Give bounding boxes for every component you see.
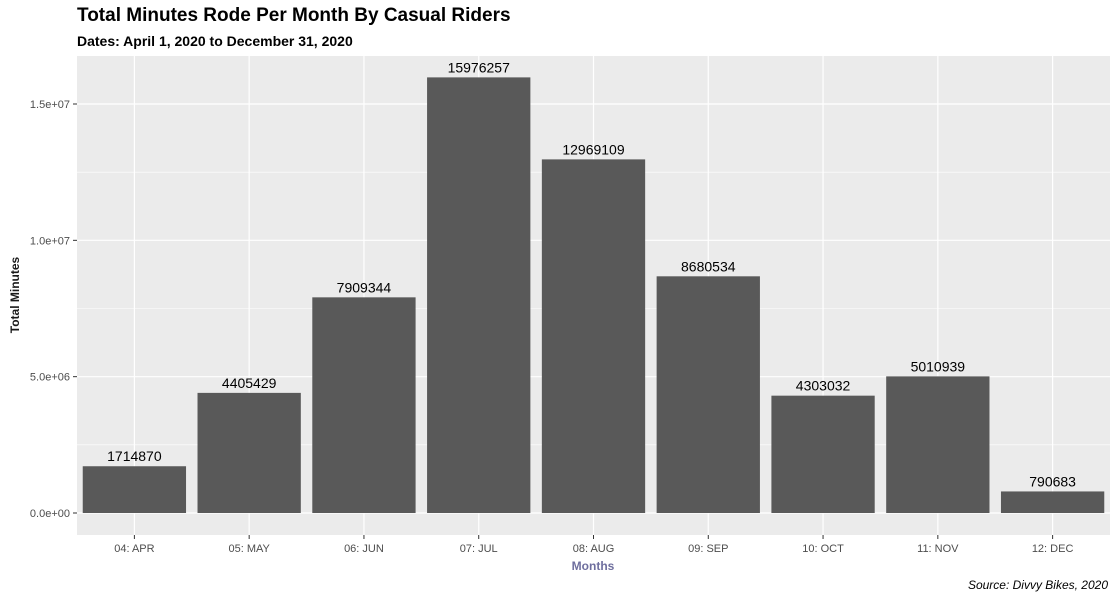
x-tick-label: 08: AUG bbox=[573, 543, 615, 555]
bar bbox=[1000, 491, 1105, 513]
bar bbox=[886, 376, 990, 513]
bar bbox=[427, 77, 531, 513]
x-tick-label: 09: SEP bbox=[688, 543, 728, 555]
x-tick-label: 11: NOV bbox=[917, 543, 959, 555]
x-tick-label: 04: APR bbox=[114, 543, 154, 555]
data-labels: 1714870 4405429 7909344 15976257 12969109 868… bbox=[107, 59, 1076, 489]
data-label: 15976257 bbox=[448, 59, 511, 75]
bar bbox=[771, 395, 875, 513]
data-label: 5010939 bbox=[911, 358, 966, 374]
data-label: 790683 bbox=[1029, 473, 1076, 489]
bar bbox=[197, 392, 301, 513]
x-tick-label: 10: OCT bbox=[802, 543, 844, 555]
data-label: 4303032 bbox=[796, 378, 851, 394]
bar bbox=[541, 159, 646, 514]
x-axis: 04: APR 05: MAY 06: JUN 07: JUL 08: AUG 09: S… bbox=[114, 535, 1073, 555]
y-tick-label: 0.0e+00 bbox=[30, 508, 70, 520]
y-tick-label: 5.0e+06 bbox=[30, 372, 70, 384]
x-axis-title: Months bbox=[572, 559, 615, 573]
x-tick-label: 06: JUN bbox=[344, 543, 384, 555]
x-tick-label: 05: MAY bbox=[228, 543, 270, 555]
x-tick-label: 12: DEC bbox=[1032, 543, 1074, 555]
data-label: 8680534 bbox=[681, 258, 736, 274]
chart-subtitle: Dates: April 1, 2020 to December 31, 202… bbox=[77, 33, 353, 49]
bar bbox=[312, 297, 416, 513]
chart-title: Total Minutes Rode Per Month By Casual R… bbox=[77, 5, 511, 26]
data-label: 1714870 bbox=[107, 448, 162, 464]
x-tick-label: 07: JUL bbox=[460, 543, 498, 555]
bars bbox=[82, 77, 1105, 514]
data-label: 12969109 bbox=[562, 141, 625, 157]
chart-caption: Source: Divvy Bikes, 2020 bbox=[967, 578, 1108, 592]
y-axis: 0.0e+00 5.0e+06 1.0e+07 1.5e+07 bbox=[30, 99, 77, 520]
bar bbox=[82, 466, 187, 513]
bar bbox=[656, 276, 760, 513]
y-axis-title: Total Minutes bbox=[8, 256, 22, 333]
data-label: 7909344 bbox=[337, 279, 392, 295]
y-tick-label: 1.0e+07 bbox=[30, 235, 70, 247]
y-tick-label: 1.5e+07 bbox=[30, 99, 70, 111]
data-label: 4405429 bbox=[222, 375, 277, 391]
